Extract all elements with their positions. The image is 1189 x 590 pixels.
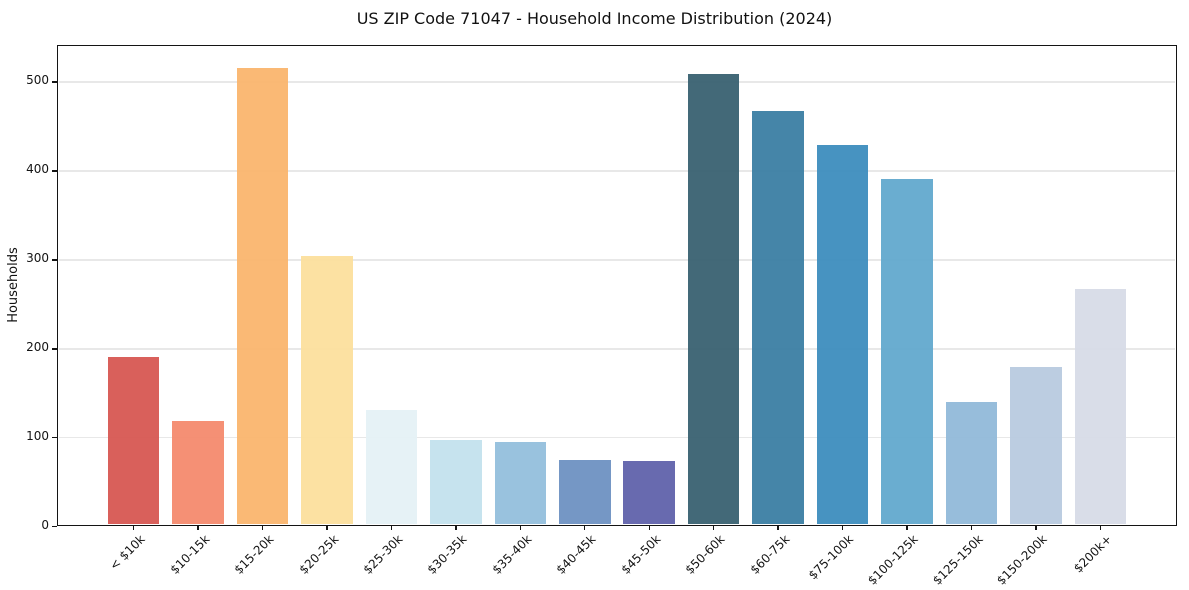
x-tick-mark bbox=[648, 525, 650, 530]
gridline bbox=[59, 170, 1175, 172]
y-tick-label: 300 bbox=[26, 251, 49, 266]
gridline bbox=[59, 81, 1175, 83]
x-tick-label: $150-200k bbox=[994, 532, 1050, 588]
axes-spines bbox=[57, 45, 1177, 526]
y-tick-label: 500 bbox=[26, 73, 49, 88]
bar-75-100k bbox=[816, 145, 869, 525]
x-tick-label: $75-100k bbox=[806, 532, 857, 583]
bar-10k bbox=[107, 357, 160, 525]
x-tick-label: $35-40k bbox=[489, 532, 535, 577]
x-tick-label: $100-125k bbox=[865, 532, 921, 588]
x-tick-mark bbox=[712, 525, 715, 530]
x-tick-label: $125-150k bbox=[929, 532, 986, 588]
x-tick-mark bbox=[584, 525, 586, 530]
y-tick-mark bbox=[52, 81, 57, 83]
x-tick-label: < $10k bbox=[106, 532, 148, 573]
plot-area bbox=[57, 45, 1177, 526]
y-tick-mark bbox=[52, 259, 57, 261]
x-tick-mark bbox=[455, 525, 457, 530]
x-tick-label: $15-20k bbox=[231, 532, 277, 577]
bar-60-75k bbox=[752, 110, 804, 525]
y-tick-mark bbox=[52, 170, 57, 172]
y-tick-mark bbox=[52, 526, 57, 528]
x-tick-mark bbox=[261, 525, 264, 530]
bar-150-200k bbox=[1010, 366, 1062, 525]
x-tick-label: $50-60k bbox=[682, 532, 728, 577]
gridline bbox=[59, 437, 1175, 439]
x-tick-label: $25-30k bbox=[360, 532, 406, 577]
y-tick-mark bbox=[52, 437, 57, 439]
bar-10-15k bbox=[172, 421, 224, 525]
y-tick-mark bbox=[52, 348, 57, 350]
x-tick-mark bbox=[519, 525, 522, 530]
y-tick-label: 0 bbox=[41, 518, 49, 532]
gridline bbox=[59, 259, 1175, 261]
x-tick-label: $60-75k bbox=[747, 532, 793, 577]
bar-20-25k bbox=[301, 255, 353, 525]
bar-15-20k bbox=[236, 68, 289, 525]
chart-title: US ZIP Code 71047 - Household Income Dis… bbox=[356, 9, 833, 28]
bar-25-30k bbox=[365, 410, 418, 525]
y-tick-label: 200 bbox=[26, 340, 49, 355]
gridline bbox=[59, 348, 1175, 350]
x-tick-mark bbox=[132, 525, 135, 530]
x-tick-mark bbox=[1099, 525, 1101, 530]
x-tick-mark bbox=[777, 525, 779, 530]
x-tick-label: $10-15k bbox=[167, 532, 213, 577]
bar-125-150k bbox=[945, 402, 998, 525]
x-tick-label: $200k+ bbox=[1070, 532, 1115, 576]
x-tick-label: $40-45k bbox=[553, 532, 599, 577]
x-tick-mark bbox=[197, 525, 199, 530]
x-tick-label: $45-50k bbox=[618, 532, 664, 577]
bar-200k bbox=[1074, 288, 1127, 525]
bar-30-35k bbox=[430, 439, 482, 525]
bar-40-45k bbox=[559, 460, 611, 525]
x-tick-mark bbox=[970, 525, 973, 530]
x-tick-label: $30-35k bbox=[424, 532, 470, 577]
bar-100-125k bbox=[881, 179, 933, 525]
x-tick-mark bbox=[326, 525, 328, 530]
x-tick-mark bbox=[1035, 525, 1037, 530]
bar-50-60k bbox=[687, 74, 740, 525]
x-tick-label: $20-25k bbox=[296, 532, 341, 577]
x-tick-mark bbox=[906, 525, 908, 530]
y-tick-label: 100 bbox=[26, 429, 49, 444]
x-tick-mark bbox=[390, 525, 393, 530]
y-axis-label: Households bbox=[6, 247, 21, 323]
bar-45-50k bbox=[623, 461, 675, 525]
bar-35-40k bbox=[494, 442, 547, 525]
x-tick-mark bbox=[841, 525, 844, 530]
y-tick-label: 400 bbox=[26, 162, 49, 177]
